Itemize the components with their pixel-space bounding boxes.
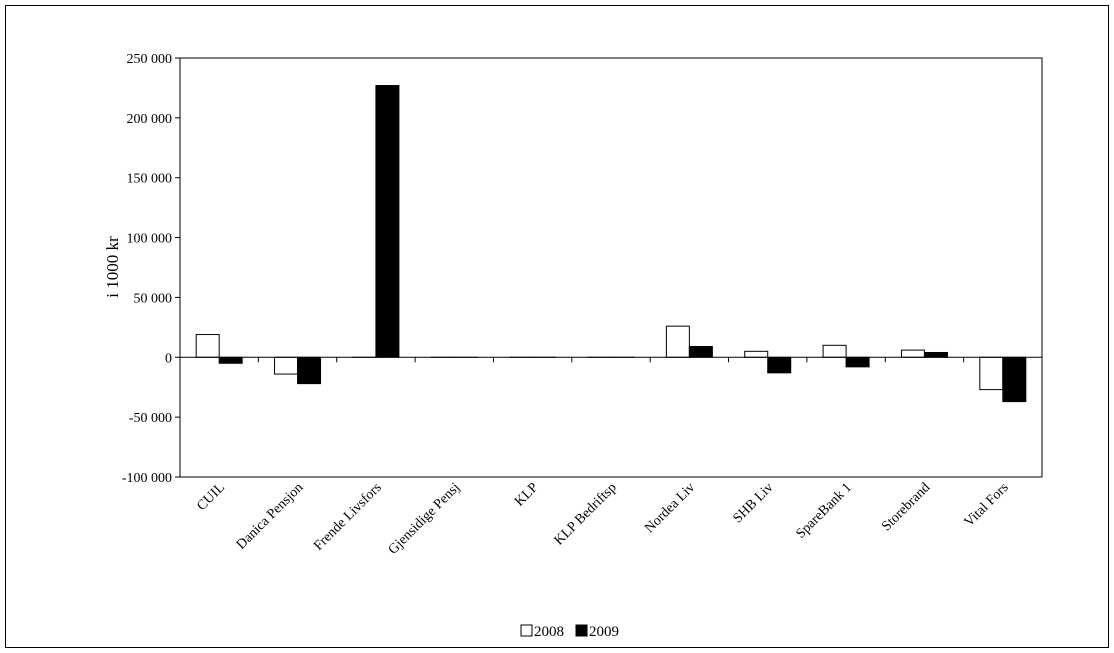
x-category-label: Frende Livsfors bbox=[311, 480, 385, 554]
legend-label-2008: 2008 bbox=[534, 624, 564, 640]
legend-swatch-2009 bbox=[575, 624, 588, 637]
chart-frame: 250 000 200 000 150 000 100 000 50 000 0 -50 0… bbox=[5, 5, 1109, 648]
bar-2009-cuil bbox=[218, 356, 243, 364]
x-category-label: Vital Fors bbox=[962, 480, 1012, 530]
bar-2009-sparebank-1 bbox=[845, 356, 870, 368]
bar-2008-nordea-liv bbox=[665, 325, 690, 358]
y-axis-title: i 1000 kr bbox=[103, 236, 122, 298]
bar-2009-nordea-liv bbox=[688, 346, 713, 358]
bar-2008-sparebank-1 bbox=[822, 344, 847, 358]
x-category-label: KLP bbox=[512, 480, 541, 509]
x-category-label: Danica Pensjon bbox=[234, 480, 306, 552]
bar-2008-shb-liv bbox=[744, 350, 769, 358]
y-tick-label: 250 000 bbox=[127, 52, 173, 67]
x-category-label: Storebrand bbox=[879, 480, 933, 534]
y-tick-label: 100 000 bbox=[127, 232, 173, 247]
bar-2009-danica-pensjon bbox=[297, 356, 322, 385]
bar-2009-frende-livsfors bbox=[375, 85, 400, 358]
x-category-label: SHB Liv bbox=[730, 480, 776, 526]
x-category-label: Nordea Liv bbox=[642, 480, 698, 536]
bar-2009-shb-liv bbox=[767, 356, 792, 374]
y-tick-label: -100 000 bbox=[122, 471, 172, 486]
x-category-label: KLP Bedriftsp bbox=[552, 480, 620, 548]
y-tick-label: 150 000 bbox=[127, 172, 173, 187]
bar-2008-vital-fors bbox=[979, 356, 1004, 391]
bar-2009-vital-fors bbox=[1002, 356, 1027, 403]
x-category-label: Gjensidige Pensj bbox=[386, 480, 463, 557]
bar-2008-storebrand bbox=[900, 349, 925, 358]
plot-area bbox=[179, 57, 1043, 478]
y-tick-label: 50 000 bbox=[134, 291, 173, 306]
bar-2008-danica-pensjon bbox=[274, 356, 299, 375]
bar-2009-storebrand bbox=[923, 351, 948, 358]
y-tick-label: -50 000 bbox=[129, 411, 172, 426]
y-tick-label: 0 bbox=[165, 351, 172, 366]
x-category-label: CUIL bbox=[194, 480, 228, 514]
y-tick-label: 200 000 bbox=[127, 112, 173, 127]
legend-swatch-2008 bbox=[520, 624, 533, 637]
bar-2008-cuil bbox=[195, 334, 220, 358]
legend-label-2009: 2009 bbox=[589, 624, 619, 640]
bar-chart: 250 000 200 000 150 000 100 000 50 000 0 -50 0… bbox=[103, 52, 1043, 640]
legend: 2008 2009 bbox=[520, 624, 619, 640]
x-category-label: SpareBank 1 bbox=[793, 480, 854, 541]
